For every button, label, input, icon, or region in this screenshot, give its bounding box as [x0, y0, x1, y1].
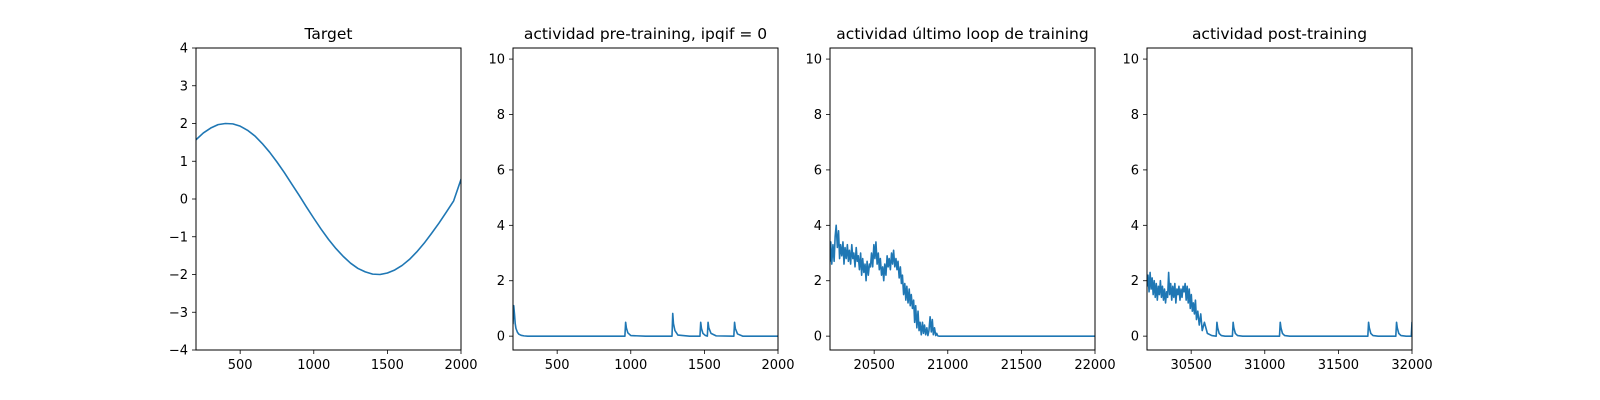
y-tick-label: 0 [814, 330, 822, 345]
y-tick-label: 4 [814, 219, 822, 234]
x-tick-label: 32000 [1391, 358, 1432, 373]
subplot-last-training-loop: actividad último loop de training 20500 2… [805, 25, 1115, 373]
x-tick-label: 22000 [1074, 358, 1115, 373]
x-tick-label: 30500 [1170, 358, 1211, 373]
x-tick-label: 1500 [688, 358, 721, 373]
x-tick-label: 21000 [927, 358, 968, 373]
subplot-target: Target 500 1000 1500 2000 −4 −3 −2 −1 0 1 2 3 4 [169, 25, 478, 373]
y-tick-label: 8 [814, 108, 822, 123]
series-line [513, 304, 778, 337]
axes-frame [1146, 47, 1413, 351]
series-line [196, 122, 461, 276]
x-tick-label: 20500 [853, 358, 894, 373]
y-tick-label: 2 [814, 274, 822, 289]
subplot-title: actividad post-training [1192, 25, 1367, 43]
subplot-title: Target [304, 25, 353, 43]
series-line [1147, 271, 1412, 337]
y-tick-label: 6 [497, 163, 505, 178]
y-tick-label: −3 [169, 306, 188, 321]
y-tick-label: 10 [805, 53, 822, 68]
y-tick-label: 0 [1131, 330, 1139, 345]
y-tick-label: 8 [1131, 108, 1139, 123]
y-tick-label: −1 [169, 230, 188, 245]
x-tick-label: 1500 [371, 358, 404, 373]
y-tick-label: 8 [497, 108, 505, 123]
y-tick-label: 4 [497, 219, 505, 234]
subplot-title: actividad último loop de training [836, 25, 1088, 43]
x-tick-label: 1000 [297, 358, 330, 373]
y-tick-label: 4 [1131, 219, 1139, 234]
y-tick-label: −2 [169, 268, 188, 283]
x-tick-label: 500 [228, 358, 253, 373]
x-tick-label: 500 [545, 358, 570, 373]
y-tick-label: 0 [497, 330, 505, 345]
x-tick-label: 2000 [444, 358, 477, 373]
x-tick-label: 2000 [761, 358, 794, 373]
y-tick-label: 0 [180, 193, 188, 208]
x-tick-label: 31000 [1244, 358, 1285, 373]
x-tick-label: 1000 [614, 358, 647, 373]
axes-frame [512, 47, 779, 351]
subplot-post-training: actividad post-training 30500 31000 31500 3… [1122, 25, 1432, 373]
y-tick-label: 6 [814, 163, 822, 178]
x-tick-label: 21500 [1001, 358, 1042, 373]
y-tick-label: 2 [180, 117, 188, 132]
subplot-pre-training: actividad pre-training, ipqif = 0 500 100… [488, 25, 794, 373]
y-tick-label: −4 [169, 344, 188, 359]
y-tick-label: 1 [180, 155, 188, 170]
y-tick-label: 10 [488, 53, 505, 68]
series-line [830, 224, 1095, 337]
y-tick-label: 3 [180, 79, 188, 94]
x-tick-label: 31500 [1318, 358, 1359, 373]
axes-frame [829, 47, 1096, 351]
subplot-title: actividad pre-training, ipqif = 0 [524, 25, 767, 43]
y-tick-label: 2 [1131, 274, 1139, 289]
y-tick-label: 4 [180, 42, 188, 57]
y-tick-label: 6 [1131, 163, 1139, 178]
y-tick-label: 10 [1122, 53, 1139, 68]
y-tick-label: 2 [497, 274, 505, 289]
